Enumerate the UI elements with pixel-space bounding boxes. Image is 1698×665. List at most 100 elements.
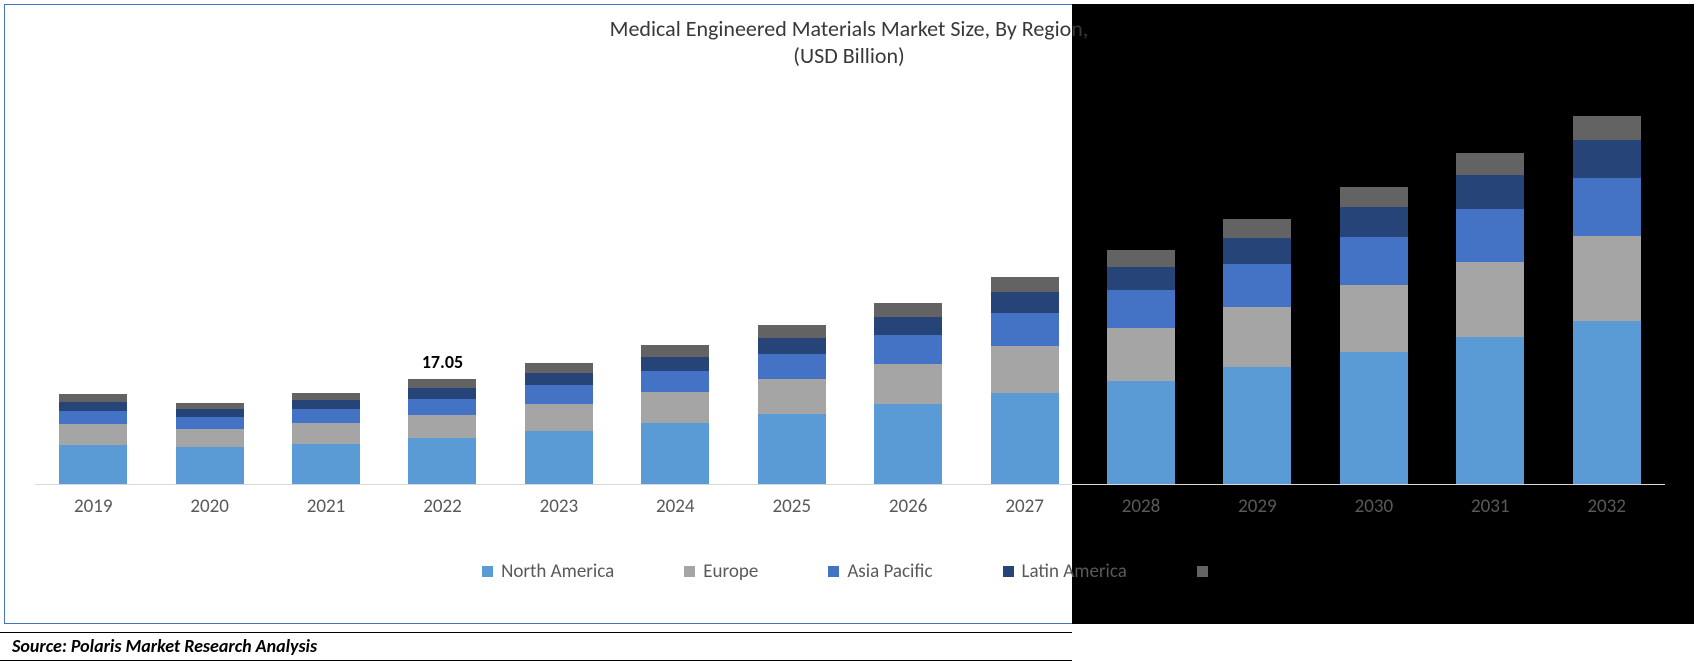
bar-group: [617, 345, 733, 484]
bar-segment: [59, 411, 127, 425]
x-tick: 2025: [734, 495, 850, 518]
x-tick: 2032: [1548, 495, 1664, 518]
bar-segment: [292, 444, 360, 484]
bar-segment: [1223, 219, 1291, 237]
bar-stack: [1340, 187, 1408, 484]
legend-label: Latin America: [1022, 560, 1127, 583]
bar-group: [1548, 116, 1664, 484]
legend-label: North America: [501, 560, 614, 583]
bar-stack: [525, 363, 593, 484]
bar-segment: [641, 357, 709, 371]
bar-segment: [176, 417, 244, 429]
legend-item: Latin America: [1003, 560, 1127, 583]
bar-segment: [758, 354, 826, 379]
bar-stack: [176, 403, 244, 484]
bar-segment: [874, 364, 942, 405]
legend-item: Asia Pacific: [828, 560, 932, 583]
legend-item: Europe: [684, 560, 758, 583]
bar-segment: [1223, 264, 1291, 306]
bar-segment: [408, 388, 476, 399]
bar-segment: [1456, 153, 1524, 175]
bar-segment: [1573, 178, 1641, 237]
bar-segment: [874, 317, 942, 335]
bar-segment: [1573, 140, 1641, 177]
bar-segment: [991, 393, 1059, 484]
bar-segment: [758, 338, 826, 354]
bar-stack: [641, 345, 709, 484]
x-tick: 2027: [966, 495, 1082, 518]
bar-segment: [1340, 352, 1408, 484]
title-line-2: (USD Billion): [5, 42, 1693, 69]
x-tick: 2019: [35, 495, 151, 518]
source-citation: Source: Polaris Market Research Analysis: [12, 635, 317, 657]
chart-title: Medical Engineered Materials Market Size…: [5, 15, 1693, 69]
legend-item: North America: [482, 560, 614, 583]
bar-segment: [1107, 381, 1175, 484]
bar-group: [850, 303, 966, 484]
data-label: 17.05: [422, 351, 463, 373]
x-tick: 2031: [1432, 495, 1548, 518]
bar-stack: [758, 325, 826, 484]
bar-segment: [1573, 321, 1641, 484]
x-tick: 2022: [384, 495, 500, 518]
legend-swatch: [482, 566, 493, 577]
bar-stack: 17.05: [408, 379, 476, 484]
bar-segment: [1456, 175, 1524, 209]
bar-segment: [874, 404, 942, 484]
bar-segment: [59, 394, 127, 402]
bar-segment: [292, 400, 360, 409]
bar-group: 17.05: [384, 379, 500, 484]
bar-segment: [758, 325, 826, 338]
bar-segment: [1456, 337, 1524, 484]
bar-segment: [525, 431, 593, 484]
bar-segment: [991, 346, 1059, 393]
bar-stack: [1573, 116, 1641, 484]
bar-segment: [525, 373, 593, 385]
bar-segment: [525, 363, 593, 373]
bar-segment: [176, 429, 244, 447]
source-top-rule: [0, 632, 1072, 633]
bar-segment: [874, 303, 942, 317]
bar-segment: [1573, 236, 1641, 320]
bar-segment: [1223, 307, 1291, 367]
bar-group: [501, 363, 617, 484]
bar-segment: [1107, 328, 1175, 381]
bar-segment: [641, 392, 709, 423]
bar-segment: [408, 438, 476, 484]
legend-item: [1197, 560, 1216, 583]
bar-segment: [525, 385, 593, 404]
x-tick: 2020: [151, 495, 267, 518]
legend-label: Asia Pacific: [847, 560, 932, 583]
bar-segment: [1107, 267, 1175, 290]
bar-segment: [408, 415, 476, 438]
bar-group: [966, 277, 1082, 484]
bar-segment: [991, 292, 1059, 313]
legend: North America Europe Asia Pacific Latin Ame…: [5, 560, 1693, 583]
bar-stack: [292, 393, 360, 484]
bar-segment: [758, 379, 826, 414]
bar-segment: [1340, 207, 1408, 237]
bar-segment: [176, 409, 244, 417]
bar-segment: [1340, 187, 1408, 207]
bar-segment: [292, 423, 360, 444]
bar-stack: [1107, 250, 1175, 484]
bar-stack: [1456, 153, 1524, 484]
bar-group: [1316, 187, 1432, 484]
legend-swatch: [1197, 566, 1208, 577]
bar-segment: [1456, 262, 1524, 337]
bar-group: [1432, 153, 1548, 484]
bar-segment: [1456, 209, 1524, 262]
bar-segment: [641, 371, 709, 393]
title-line-1: Medical Engineered Materials Market Size…: [5, 15, 1693, 42]
bar-segment: [176, 447, 244, 484]
x-tick: 2021: [268, 495, 384, 518]
bar-segment: [59, 402, 127, 411]
bar-segment: [59, 445, 127, 484]
bars-row: 17.05: [35, 105, 1665, 484]
bar-segment: [991, 313, 1059, 346]
x-axis: 2019202020212022202320242025202620272028…: [35, 495, 1665, 518]
bar-segment: [1223, 367, 1291, 484]
bar-segment: [641, 345, 709, 356]
bar-segment: [1223, 238, 1291, 265]
bar-segment: [408, 379, 476, 388]
